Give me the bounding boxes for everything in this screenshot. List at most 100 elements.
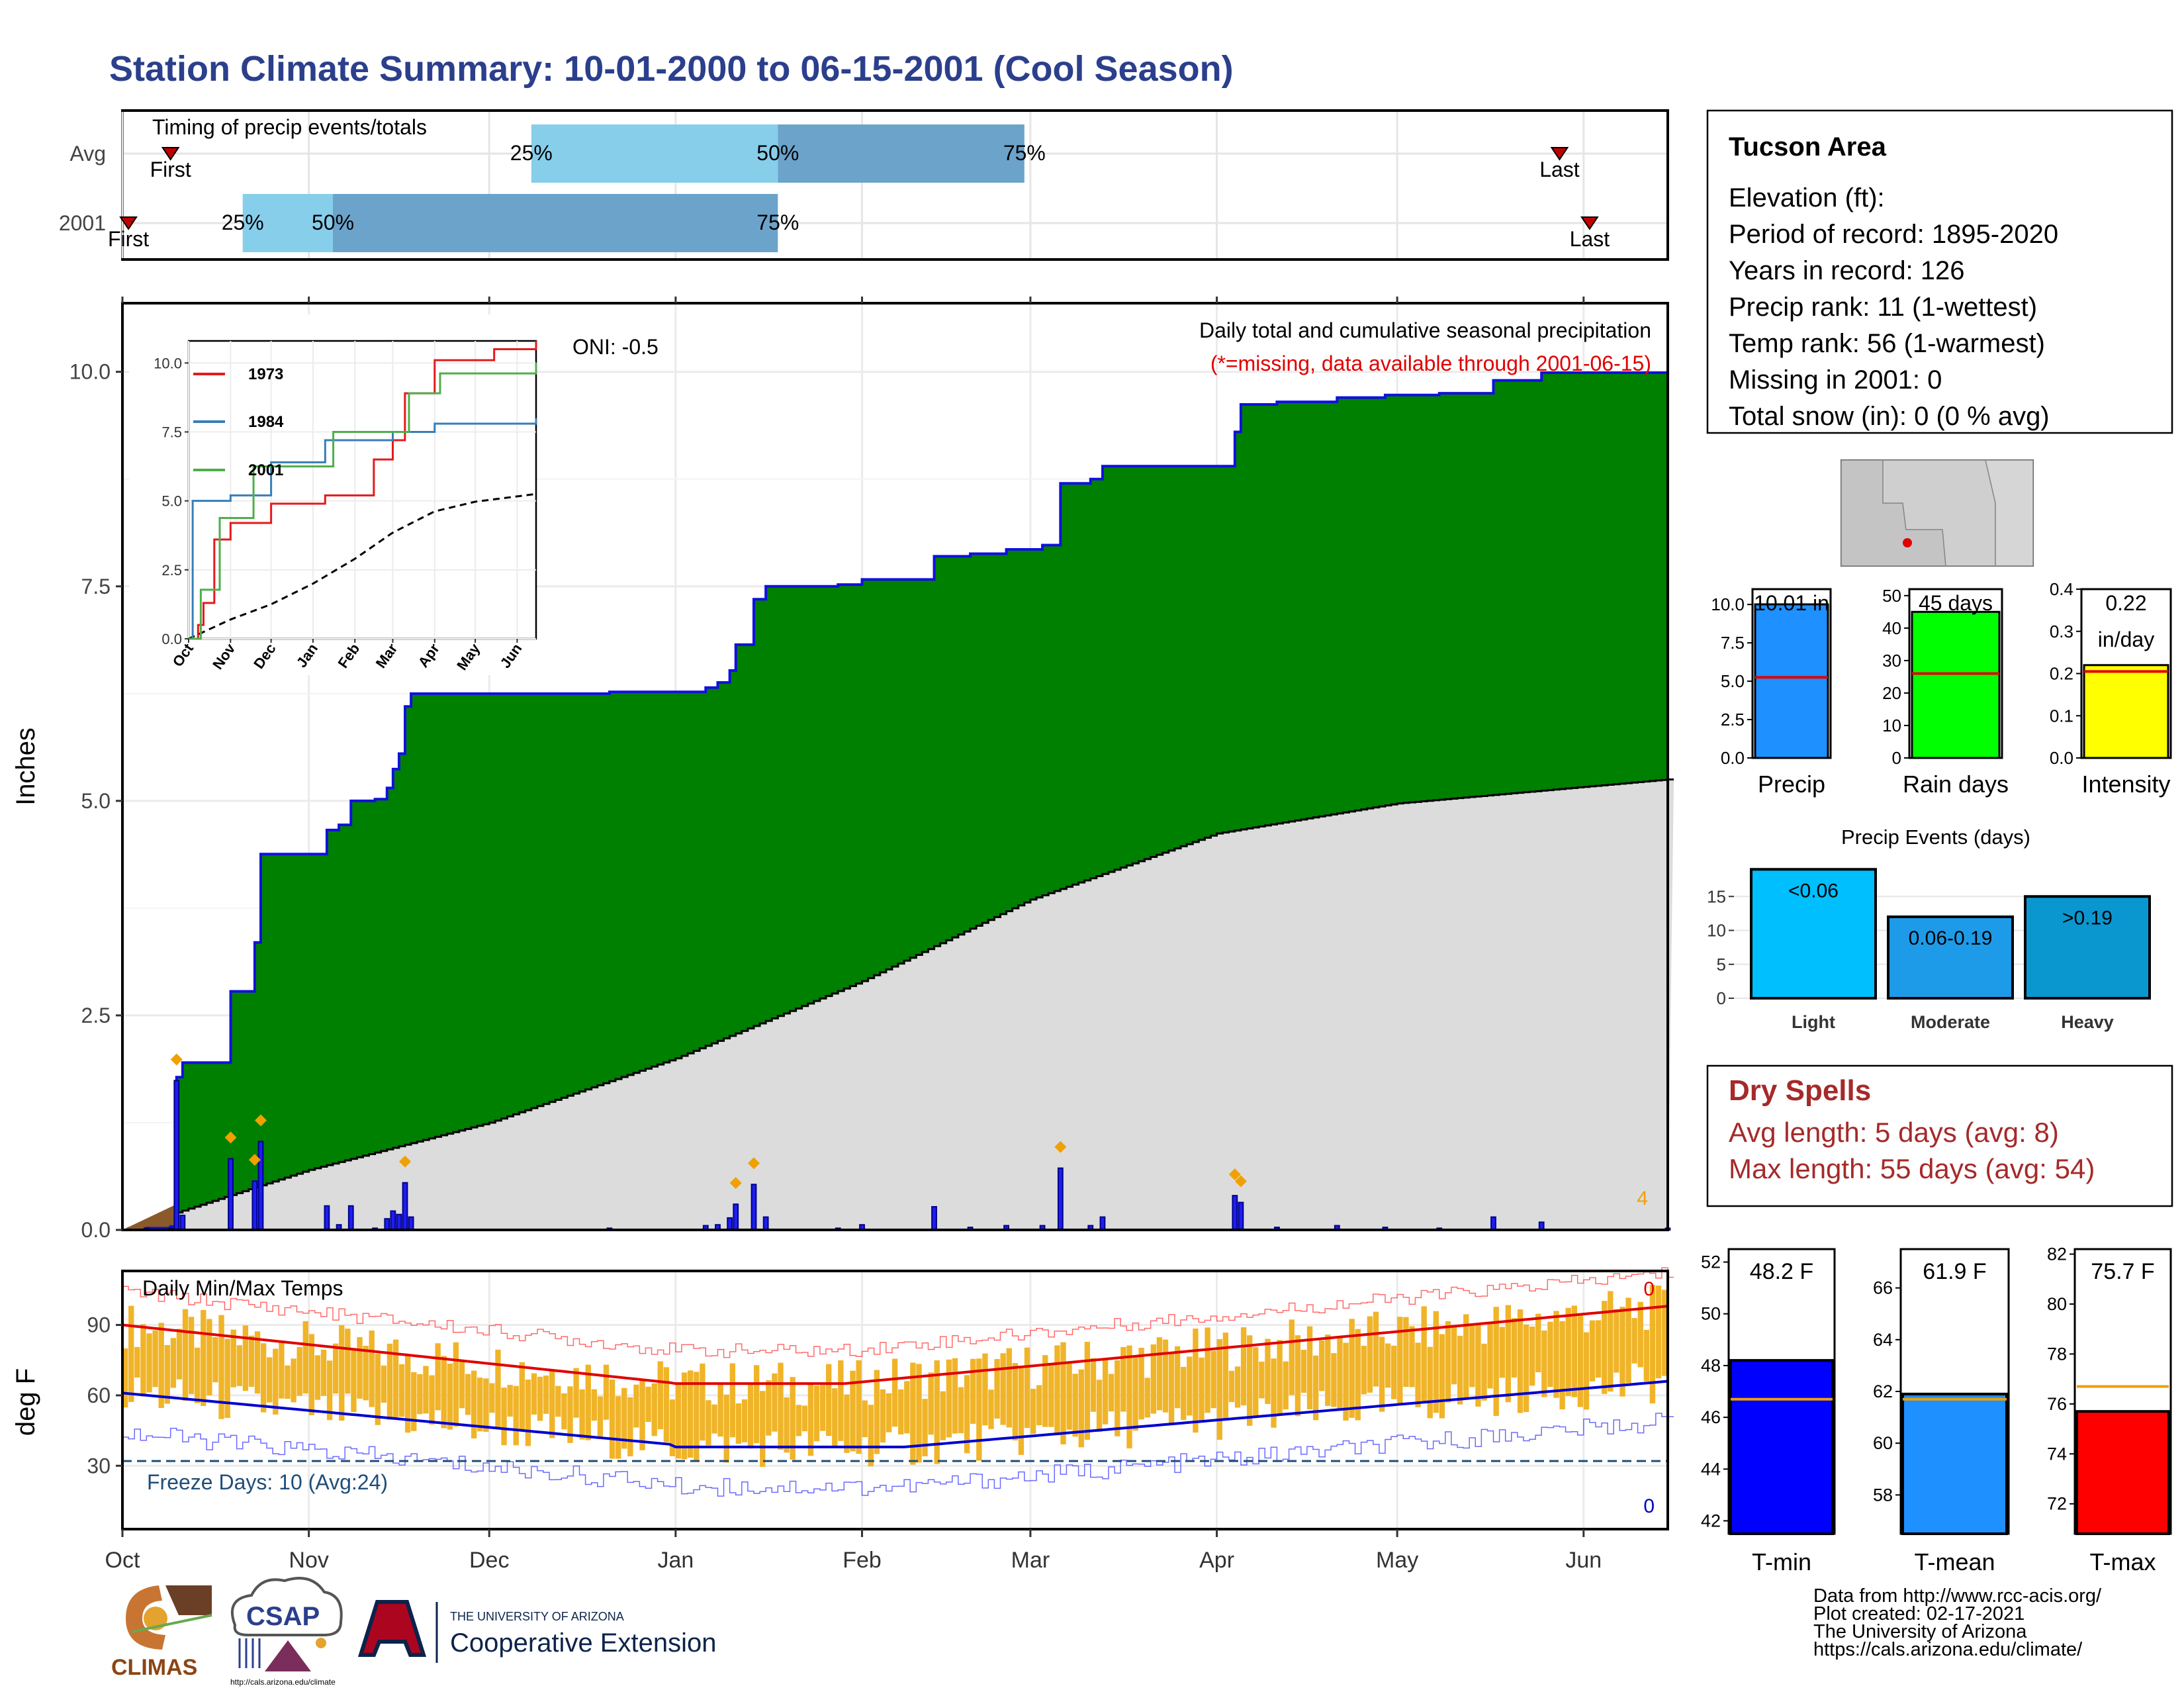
daily-temp-range-bar xyxy=(152,1330,158,1387)
daily-temp-range-bar xyxy=(531,1373,537,1415)
daily-temp-range-bar xyxy=(218,1315,224,1419)
daily-temp-range-bar xyxy=(273,1348,279,1415)
intensity-bar xyxy=(2083,664,2169,759)
daily-temp-range-bar xyxy=(561,1393,567,1430)
daily-temp-range-bar xyxy=(1300,1350,1307,1393)
daily-temp-range-bar xyxy=(1421,1306,1427,1404)
daily-temp-range-bar xyxy=(603,1364,610,1420)
daily-precip-bar xyxy=(228,1158,234,1231)
daily-temp-range-bar xyxy=(140,1324,146,1397)
daily-temp-range-bar xyxy=(513,1385,519,1446)
rain-days-bar xyxy=(1911,610,2001,759)
daily-temp-range-bar xyxy=(1181,1366,1187,1421)
daily-temp-range-bar xyxy=(1265,1338,1271,1404)
daily-temp-range-bar xyxy=(477,1378,483,1432)
normal-min-line xyxy=(122,1380,1668,1448)
events-bar-label: 0.06-0.19 xyxy=(1909,927,1993,949)
timing-title: Timing of precip events/totals xyxy=(152,115,427,139)
daily-temp-range-bar xyxy=(1397,1317,1403,1405)
daily-temp-range-bar xyxy=(188,1317,195,1394)
month-label: Dec xyxy=(469,1548,509,1573)
daily-temp-range-bar xyxy=(1259,1361,1265,1399)
daily-temp-range-bar xyxy=(201,1309,206,1407)
dry-spells-max: Max length: 55 days (avg: 54) xyxy=(1729,1153,2095,1184)
daily-temp-range-bar xyxy=(1445,1321,1451,1403)
csap-logo: CSAP http://cals.arizona.edu/climate xyxy=(230,1577,343,1687)
csap-logo-url: http://cals.arizona.edu/climate xyxy=(230,1677,336,1687)
daily-temp-range-bar xyxy=(1234,1366,1241,1408)
daily-temp-range-bar xyxy=(122,1348,128,1408)
daily-temp-range-bar xyxy=(1427,1346,1433,1419)
daily-temp-range-bar xyxy=(1595,1320,1602,1378)
daily-temp-range-bar xyxy=(1102,1358,1109,1425)
daily-temp-range-bar xyxy=(796,1405,801,1436)
rain-days-axis-label: Rain days xyxy=(1903,771,2009,798)
daily-temp-range-bar xyxy=(1156,1337,1163,1411)
daily-temp-range-bar xyxy=(928,1372,934,1435)
daily-temp-range-bar xyxy=(663,1367,670,1442)
daily-precip-bar xyxy=(396,1213,402,1231)
rain-days-ytick-label: 0 xyxy=(1892,748,1901,768)
daily-temp-range-bar xyxy=(1649,1285,1656,1404)
events-category-label: Moderate xyxy=(1911,1012,1990,1032)
daily-temp-range-bar xyxy=(1523,1324,1529,1413)
daily-temp-range-bar xyxy=(254,1331,261,1394)
daily-temp-range-bar xyxy=(320,1349,327,1396)
daily-temp-range-bar xyxy=(1024,1347,1030,1429)
month-label: Jan xyxy=(657,1548,694,1573)
daily-temp-range-bar xyxy=(1451,1327,1457,1385)
daily-precip-bar xyxy=(347,1205,354,1231)
month-label: Jun xyxy=(1565,1548,1602,1573)
intensity-ytick-label: 0.4 xyxy=(2050,579,2073,599)
timing-last-label: Last xyxy=(1570,227,1610,251)
daily-temp-range-bar xyxy=(958,1387,964,1434)
daily-temp-range-bar xyxy=(1126,1345,1132,1449)
tmean-bar xyxy=(1901,1392,2008,1536)
info-missing: Missing in 2001: 0 xyxy=(1729,365,1942,395)
daily-temp-range-bar xyxy=(1174,1346,1181,1409)
daily-precip-bar xyxy=(1057,1167,1064,1231)
daily-temp-range-bar xyxy=(1289,1319,1295,1395)
tmax-bar xyxy=(2075,1410,2170,1536)
temp-panel: 30 60 90 Daily Min/Max Temps deg F Freeze … xyxy=(11,1267,1674,1530)
daily-temp-range-bar xyxy=(411,1372,417,1431)
daily-precip-bar xyxy=(251,1180,258,1231)
daily-temp-range-bar xyxy=(886,1393,892,1432)
daily-temp-range-bar xyxy=(1084,1342,1091,1440)
daily-temp-range-bar xyxy=(1499,1327,1505,1378)
timing-last-marker xyxy=(1550,147,1569,161)
timing-panel: 25% 50% 75% First Last 25% 50% 75% First Last Tim… xyxy=(59,109,1669,261)
daily-temp-range-bar xyxy=(1614,1309,1619,1373)
daily-temp-range-bar xyxy=(1078,1369,1084,1448)
average-cumulative-line xyxy=(122,778,1674,1231)
daily-temp-range-bar xyxy=(1036,1385,1042,1426)
daily-temp-range-bar xyxy=(964,1375,970,1454)
record-max-line xyxy=(122,1267,1674,1358)
precip-total-ytick-label: 7.5 xyxy=(1721,633,1745,653)
inset-legend-label: 1984 xyxy=(248,413,284,431)
daily-temp-range-bar xyxy=(573,1368,579,1418)
precip-ytick-label: 10.0 xyxy=(69,360,111,384)
daily-temp-range-bar xyxy=(543,1375,549,1414)
daily-temp-range-bar xyxy=(1655,1286,1662,1379)
intensity-value-label: 0.22 xyxy=(2105,591,2146,615)
daily-temp-range-bar xyxy=(657,1361,663,1430)
ua-logo-small: THE UNIVERSITY OF ARIZONA xyxy=(450,1610,624,1623)
daily-temp-range-bar xyxy=(1295,1335,1301,1417)
precip-total-ytick-label: 10.0 xyxy=(1711,594,1745,614)
daily-temp-range-bar xyxy=(314,1355,321,1400)
intensity-value-label: in/day xyxy=(2098,628,2154,651)
daily-temp-range-bar xyxy=(236,1345,242,1386)
daily-temp-range-bar xyxy=(176,1329,183,1380)
heavy-event-marker xyxy=(1234,1175,1247,1188)
daily-temp-range-bar xyxy=(1337,1336,1343,1411)
daily-temp-range-bar xyxy=(1433,1311,1439,1413)
intensity-axis-label: Intensity xyxy=(2081,771,2170,798)
daily-temp-range-bar xyxy=(495,1349,501,1429)
temp-summary-bars: 42 44 46 48 50 52 48.2 F T-min 58 60 62 64 66 61.9 F T… xyxy=(1701,1244,2172,1575)
daily-temp-range-bar xyxy=(1361,1346,1367,1395)
daily-temp-range-bar xyxy=(212,1337,218,1383)
timing-first-marker xyxy=(161,147,180,161)
daily-temp-range-bar xyxy=(856,1360,862,1454)
daily-temp-range-bar xyxy=(615,1396,621,1459)
